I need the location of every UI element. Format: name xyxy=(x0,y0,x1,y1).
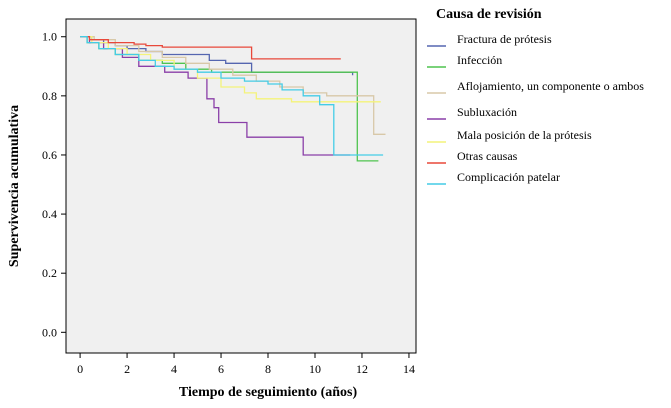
legend-title: Causa de revisión xyxy=(436,7,542,22)
legend-label: Fractura de prótesis xyxy=(457,32,552,46)
y-tick-label: 0.6 xyxy=(42,148,57,162)
legend-label: Complicación patelar xyxy=(457,170,560,184)
plot-area xyxy=(65,18,417,354)
x-tick-label: 12 xyxy=(356,362,368,376)
x-axis: 0 2 4 6 8 10 12 14 xyxy=(77,353,415,376)
series-line-2 xyxy=(80,36,386,135)
x-tick-label: 10 xyxy=(309,362,321,376)
legend-label: Subluxación xyxy=(457,105,517,119)
legend-label: Otras causas xyxy=(457,149,518,163)
x-axis-title: Tiempo de seguimiento (años) xyxy=(179,385,358,400)
x-tick-label: 8 xyxy=(265,362,271,376)
y-axis: 0.0 0.2 0.4 0.6 0.8 1.0 xyxy=(42,30,66,339)
series-line-6 xyxy=(80,36,384,156)
x-tick-label: 0 xyxy=(77,362,83,376)
x-tick-label: 14 xyxy=(403,362,415,376)
x-tick-label: 2 xyxy=(124,362,130,376)
legend-label: Infección xyxy=(457,53,502,67)
y-tick-label: 0.4 xyxy=(42,207,57,221)
legend-label: Aflojamiento, un componente o ambos xyxy=(457,79,644,93)
y-tick-label: 1.0 xyxy=(42,30,57,44)
y-axis-title: Supervivencia acumulativa xyxy=(7,105,22,267)
series-line-5 xyxy=(80,36,341,60)
legend-label: Mala posición de la prótesis xyxy=(457,128,592,142)
survival-curves xyxy=(80,36,386,162)
x-tick-label: 6 xyxy=(218,362,224,376)
series-line-3 xyxy=(80,36,351,156)
x-tick-label: 4 xyxy=(171,362,177,376)
y-tick-label: 0.2 xyxy=(42,266,57,280)
y-tick-label: 0.8 xyxy=(42,89,57,103)
legend: Fractura de prótesis Infección Aflojamient… xyxy=(427,32,644,185)
y-tick-label: 0.0 xyxy=(42,325,57,339)
